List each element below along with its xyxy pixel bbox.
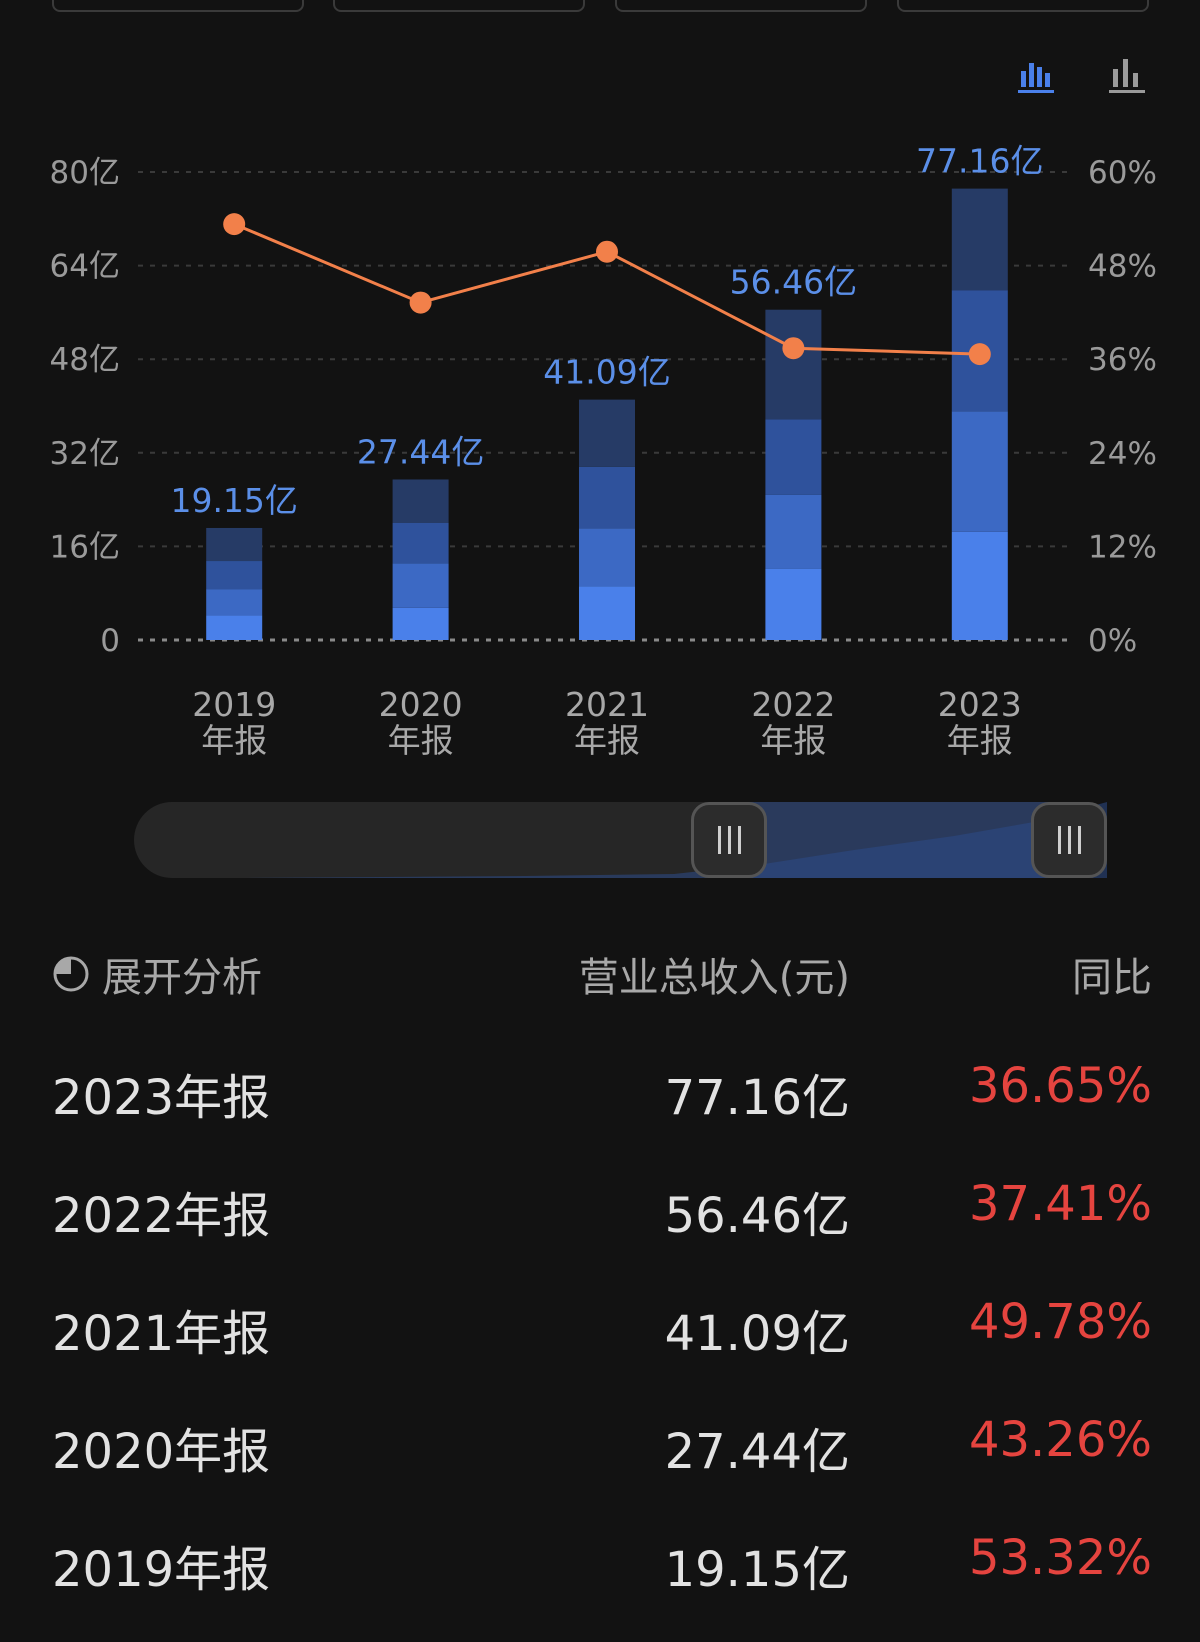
bar-segment <box>579 399 635 467</box>
bar-segment <box>392 563 449 608</box>
bar-segment <box>206 527 263 562</box>
revenue-column-header[interactable]: 营业总收入(元) <box>578 955 850 1001</box>
bar-segment <box>392 523 449 564</box>
table-row[interactable]: 2021年报 41.09亿 49.78% <box>52 1294 1152 1384</box>
grip-line <box>1077 826 1081 854</box>
x-tick-label: 2019 年报 <box>192 685 276 760</box>
row-revenue: 56.46亿 <box>664 1188 850 1244</box>
yoy-point <box>223 213 246 236</box>
row-revenue: 41.09亿 <box>664 1306 850 1362</box>
grip-line <box>737 826 741 854</box>
row-revenue: 27.44亿 <box>664 1424 850 1480</box>
bar-segment <box>206 615 263 640</box>
top-tab-2[interactable] <box>333 0 585 12</box>
table-row[interactable]: 2020年报 27.44亿 43.26% <box>52 1412 1152 1502</box>
table-row[interactable]: 2023年报 77.16亿 36.65% <box>52 1058 1152 1148</box>
bar-value-label: 19.15亿 <box>170 481 297 520</box>
range-slider-left-handle[interactable] <box>691 802 767 878</box>
bar-segment <box>765 568 822 640</box>
y-left-tick-label: 80亿 <box>50 155 120 191</box>
bar-segment <box>392 607 449 640</box>
yoy-point <box>596 240 618 263</box>
y-right-tick-label: 12% <box>1088 529 1157 565</box>
y-right-tick-label: 48% <box>1088 249 1157 285</box>
bar-segment <box>765 309 822 420</box>
y-right-tick-label: 0% <box>1088 623 1137 659</box>
table-header: 展开分析 营业总收入(元) 同比 <box>52 945 1152 1005</box>
row-period: 2022年报 <box>52 1188 271 1244</box>
row-period: 2021年报 <box>52 1306 271 1362</box>
x-tick-label: 2022 年报 <box>751 685 835 760</box>
row-yoy: 49.78% <box>968 1294 1152 1350</box>
bar-segment <box>765 494 822 569</box>
range-slider-right-handle[interactable] <box>1031 802 1107 878</box>
revenue-chart: 0 0% 16亿 12% 32亿 24% 48亿 36% 64亿 48% 80亿 60% 19.15亿 2… <box>50 142 1157 760</box>
bar-segment <box>392 479 449 523</box>
bar-segment <box>579 586 635 640</box>
yoy-point <box>968 343 991 366</box>
grip-line <box>1067 826 1071 854</box>
range-slider-sparkline <box>244 802 1107 878</box>
x-tick-label: 2023 年报 <box>938 685 1022 760</box>
pie-chart-icon <box>53 956 89 992</box>
bar-segment <box>951 531 1008 640</box>
grip-line <box>727 826 731 854</box>
bar-chart-icon <box>1109 59 1145 93</box>
top-tab-3[interactable] <box>615 0 867 12</box>
bar-chart-icon <box>1018 63 1054 93</box>
y-right-tick-label: 24% <box>1088 436 1157 472</box>
bar-segment <box>206 589 263 616</box>
bar-segment <box>951 411 1008 532</box>
bar-value-label: 41.09亿 <box>543 353 670 392</box>
row-yoy: 53.32% <box>968 1530 1152 1586</box>
y-left-tick-label: 64亿 <box>50 249 120 285</box>
grip-lines-icon <box>717 826 721 854</box>
yoy-point <box>782 337 805 360</box>
y-right-tick-label: 60% <box>1088 155 1157 191</box>
row-revenue: 77.16亿 <box>664 1070 850 1126</box>
bar-value-label: 56.46亿 <box>730 263 857 302</box>
top-tab-4[interactable] <box>897 0 1149 12</box>
yoy-point <box>409 291 432 314</box>
row-revenue: 19.15亿 <box>664 1542 850 1598</box>
bar-value-label: 27.44亿 <box>357 432 484 471</box>
table-row[interactable]: 2022年报 56.46亿 37.41% <box>52 1176 1152 1266</box>
yoy-column-header[interactable]: 同比 <box>1072 955 1152 1001</box>
y-left-tick-label: 16亿 <box>50 529 120 565</box>
bar-segment <box>951 188 1008 291</box>
y-left-tick-label: 48亿 <box>50 342 120 378</box>
row-yoy: 37.41% <box>968 1176 1152 1232</box>
row-yoy: 36.65% <box>968 1058 1152 1114</box>
row-period: 2023年报 <box>52 1070 271 1126</box>
y-right-tick-label: 36% <box>1088 342 1157 378</box>
y-left-tick-label: 0 <box>100 623 120 659</box>
top-tab-1[interactable] <box>52 0 304 12</box>
y-left-tick-label: 32亿 <box>50 436 120 472</box>
table-row[interactable]: 2019年报 19.15亿 53.32% <box>52 1530 1152 1620</box>
bar-segment <box>765 419 822 495</box>
bar-chart-toggle[interactable] <box>1015 55 1057 95</box>
x-tick-label: 2021 年报 <box>565 685 649 760</box>
row-period: 2019年报 <box>52 1542 271 1598</box>
row-yoy: 43.26% <box>968 1412 1152 1468</box>
bar-value-label: 77.16亿 <box>916 142 1043 181</box>
row-period: 2020年报 <box>52 1424 271 1480</box>
expand-analysis-button[interactable]: 展开分析 <box>52 945 262 1003</box>
expand-analysis-label: 展开分析 <box>102 955 262 1001</box>
stacked-chart-toggle[interactable] <box>1106 55 1148 95</box>
bar-segment <box>579 466 635 529</box>
grip-lines-icon <box>1057 826 1061 854</box>
bar-segment <box>206 561 263 590</box>
bar-segment <box>579 528 635 587</box>
x-tick-label: 2020 年报 <box>379 685 463 760</box>
